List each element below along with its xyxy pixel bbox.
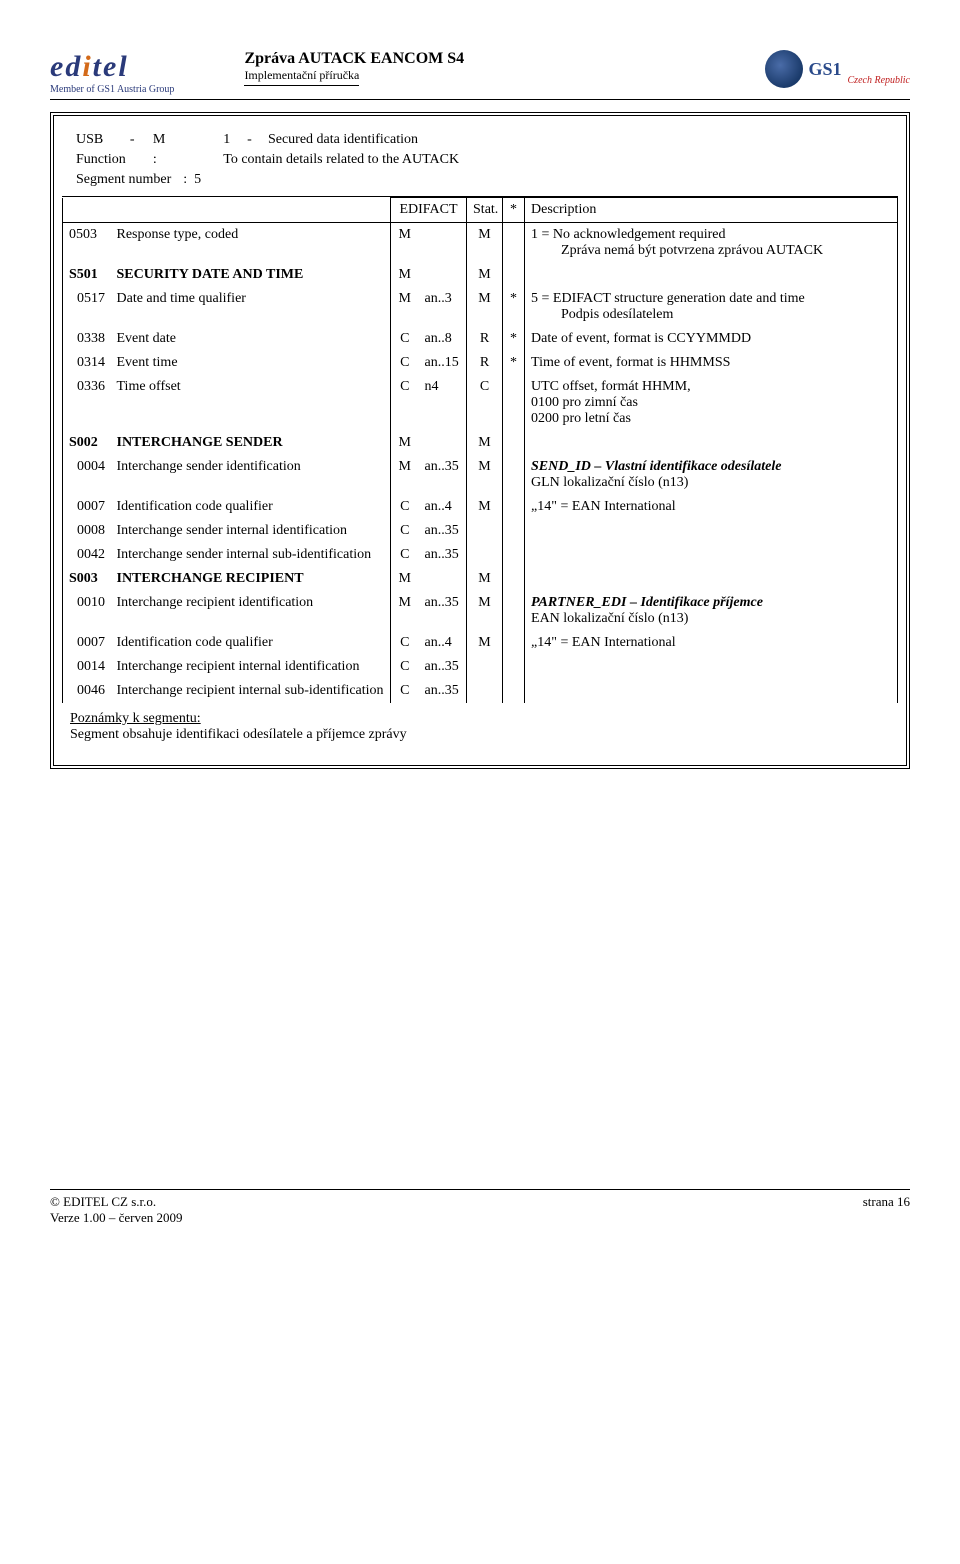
table-row: 0314Event timeCan..15R*Time of event, fo… — [63, 351, 898, 375]
table-row: 0014Interchange recipient internal ident… — [63, 655, 898, 679]
table-row: 0046Interchange recipient internal sub-i… — [63, 679, 898, 703]
seg-rep-dash: - — [241, 130, 262, 150]
segment-frame: USB - M 1 - Secured data identification … — [50, 112, 910, 769]
footer-left2: Verze 1.00 – červen 2009 — [50, 1210, 182, 1226]
seg-status: M — [147, 130, 177, 150]
seg-rep: 1 — [217, 130, 241, 150]
table-row: 0010Interchange recipient identification… — [63, 591, 898, 631]
th-desc: Description — [525, 198, 898, 223]
segment-notes: Poznámky k segmentu: Segment obsahuje id… — [62, 703, 898, 757]
function-label: Function — [70, 150, 147, 170]
th-edifact: EDIFACT — [391, 198, 467, 223]
segment-header: USB - M 1 - Secured data identification … — [62, 124, 898, 196]
page-header: editel Member of GS1 Austria Group Zpráv… — [50, 50, 910, 100]
table-row: 0007Identification code qualifierCan..4M… — [63, 631, 898, 655]
table-row: 0008Interchange sender internal identifi… — [63, 519, 898, 543]
seg-title: Secured data identification — [262, 130, 465, 150]
table-row: 0517Date and time qualifierMan..3M*5 = E… — [63, 287, 898, 327]
gs1-region: Czech Republic — [848, 75, 910, 86]
logo-editel: editel — [50, 50, 174, 84]
segnum-label: Segment number — [70, 170, 177, 190]
seg-dash: - — [124, 130, 147, 150]
function-colon: : — [147, 150, 177, 170]
table-row: S003INTERCHANGE RECIPIENTMM — [63, 567, 898, 591]
table-row: 0503Response type, codedMM1 = No acknowl… — [63, 223, 898, 264]
gs1-icon — [765, 50, 803, 88]
notes-text: Segment obsahuje identifikaci odesílatel… — [70, 727, 890, 743]
header-center: Zpráva AUTACK EANCOM S4 Implementační př… — [244, 50, 764, 86]
table-row: S002INTERCHANGE SENDERMM — [63, 431, 898, 455]
th-stat: Stat. — [467, 198, 503, 223]
header-title: Zpráva AUTACK EANCOM S4 — [244, 50, 764, 68]
seg-code: USB — [70, 130, 124, 150]
table-row: 0007Identification code qualifierCan..4M… — [63, 495, 898, 519]
logo-gs1: GS1 Czech Republic — [765, 50, 911, 88]
table-row: 0004Interchange sender identificationMan… — [63, 455, 898, 495]
edi-table: EDIFACT Stat. * Description 0503Response… — [62, 197, 898, 703]
table-row: 0338Event dateCan..8R*Date of event, for… — [63, 327, 898, 351]
table-row: 0042Interchange sender internal sub-iden… — [63, 543, 898, 567]
table-header-row: EDIFACT Stat. * Description — [63, 198, 898, 223]
footer-left1: © EDITEL CZ s.r.o. — [50, 1194, 182, 1210]
notes-heading: Poznámky k segmentu: — [70, 711, 890, 727]
th-star: * — [503, 198, 525, 223]
logo-subtext: Member of GS1 Austria Group — [50, 84, 174, 95]
footer-right: strana 16 — [863, 1194, 910, 1226]
logo-left: editel Member of GS1 Austria Group — [50, 50, 174, 95]
function-value: To contain details related to the AUTACK — [217, 150, 465, 170]
page-footer: © EDITEL CZ s.r.o. Verze 1.00 – červen 2… — [50, 1189, 910, 1226]
header-subtitle: Implementační příručka — [244, 68, 359, 86]
gs1-label: GS1 — [809, 59, 842, 79]
table-row: 0336Time offsetCn4CUTC offset, formát HH… — [63, 375, 898, 431]
table-row: S501SECURITY DATE AND TIMEMM — [63, 263, 898, 287]
